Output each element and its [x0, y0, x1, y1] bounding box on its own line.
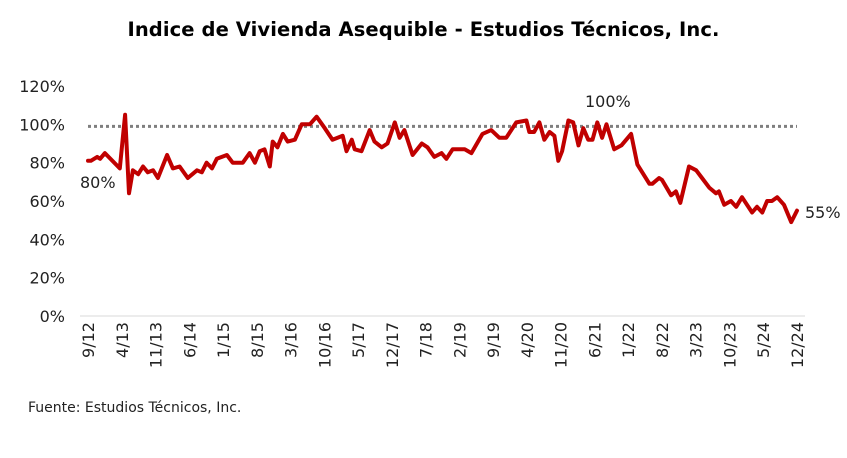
source-note: Fuente: Estudios Técnicos, Inc.: [28, 400, 242, 416]
annotation-start: 80%: [80, 173, 116, 192]
series-line: [86, 112, 799, 225]
x-tick-label: 10/16: [315, 322, 334, 368]
y-tick-label: 80%: [29, 154, 65, 173]
x-tick-label: 4/20: [518, 322, 537, 358]
x-tick-label: 3/16: [282, 322, 301, 358]
x-tick-label: 3/23: [687, 322, 706, 358]
annotation-peak: 100%: [585, 92, 631, 111]
x-tick-label: 11/20: [552, 322, 571, 368]
x-tick-label: 8/22: [653, 322, 672, 358]
y-tick-label: 60%: [29, 192, 65, 211]
chart-title: Indice de Vivienda Asequible - Estudios …: [127, 18, 720, 41]
y-tick-label: 0%: [40, 307, 65, 326]
x-tick-label: 12/24: [788, 322, 807, 368]
y-tick-label: 100%: [19, 115, 65, 134]
x-tick-label: 6/14: [180, 322, 199, 358]
x-tick-label: 10/23: [720, 322, 739, 368]
x-tick-label: 8/15: [248, 322, 267, 358]
y-axis-ticks: 0% 20% 40% 60% 80% 100% 120%: [19, 77, 65, 326]
x-tick-label: 1/15: [214, 322, 233, 358]
x-tick-label: 9/12: [79, 322, 98, 358]
x-tick-label: 7/18: [417, 322, 436, 358]
x-tick-label: 1/22: [619, 322, 638, 358]
x-tick-label: 2/19: [450, 322, 469, 358]
x-axis-ticks: 9/12 4/13 11/13 6/14 1/15 8/15 3/16 10/16 5/17 12…: [79, 322, 807, 368]
y-tick-label: 20%: [29, 269, 65, 288]
x-tick-label: 11/13: [147, 322, 166, 368]
x-tick-label: 4/13: [113, 322, 132, 358]
x-tick-label: 12/17: [383, 322, 402, 368]
y-tick-label: 40%: [29, 230, 65, 249]
x-tick-label: 5/24: [754, 322, 773, 358]
x-tick-label: 6/21: [585, 322, 604, 358]
x-tick-label: 5/17: [349, 322, 368, 358]
y-tick-label: 120%: [19, 77, 65, 96]
annotation-end: 55%: [805, 203, 841, 222]
x-tick-label: 9/19: [484, 322, 503, 358]
